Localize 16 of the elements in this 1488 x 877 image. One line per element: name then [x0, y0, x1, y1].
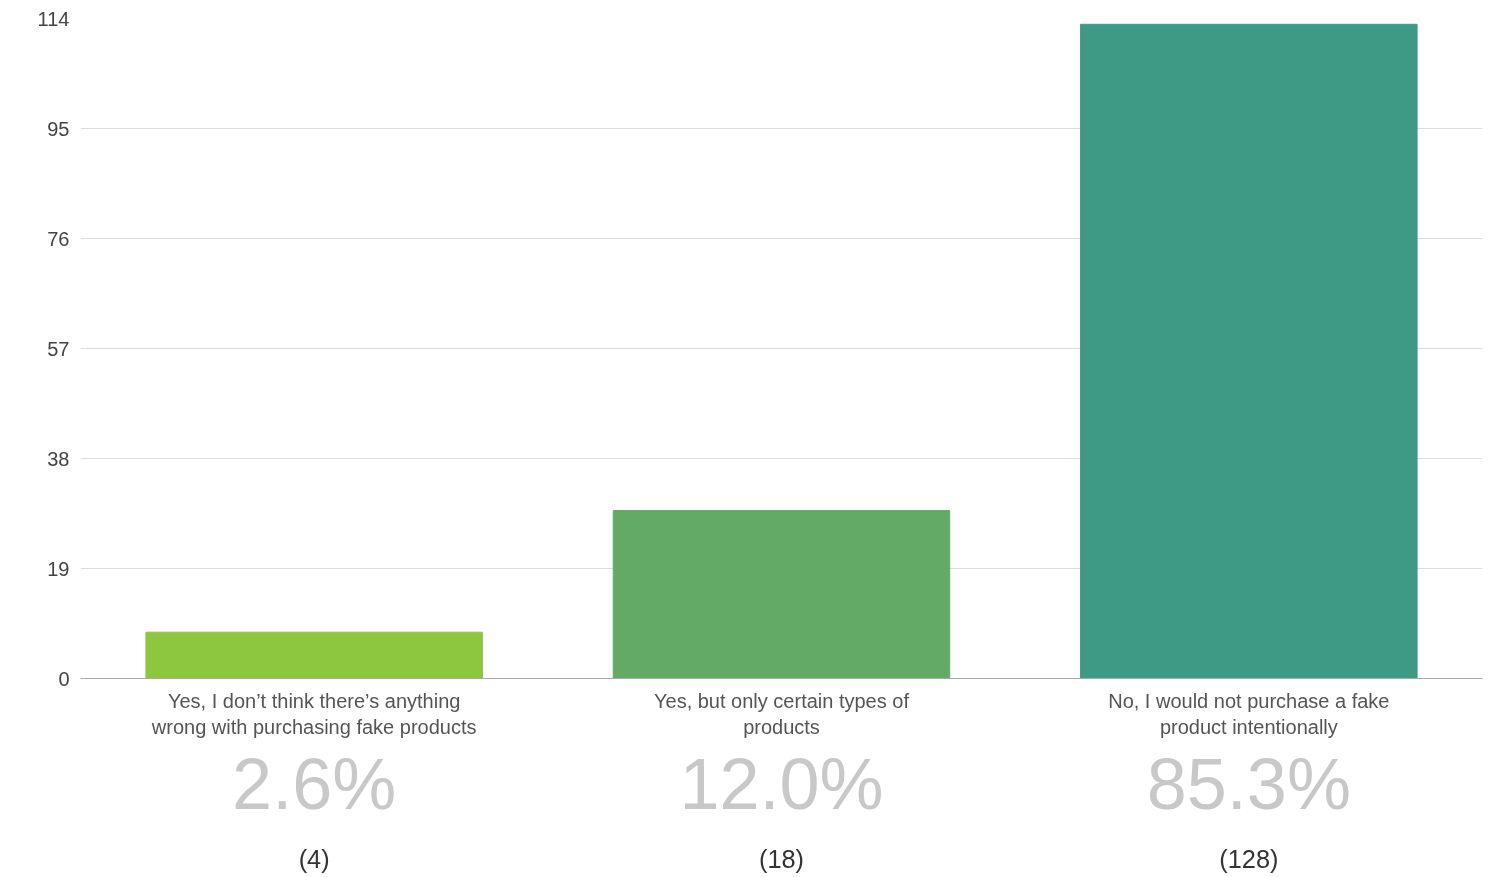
- y-tick-label: 57: [47, 337, 70, 360]
- y-tick-label: 0: [58, 667, 70, 690]
- text: (128): [1219, 844, 1279, 873]
- text: (18): [758, 844, 805, 873]
- y-tick-label: 76: [47, 227, 70, 250]
- x-tick-label: No, I would not purchase a fake product intentionally: [1108, 689, 1390, 738]
- x-tick-label: Yes, but only certain types of products: [654, 689, 910, 738]
- text: (4): [298, 844, 330, 873]
- y-tick-label: 114: [37, 7, 70, 30]
- bar: [612, 510, 951, 679]
- y-tick-label: 19: [47, 557, 70, 580]
- bar: [1080, 23, 1418, 679]
- bar: [145, 631, 483, 679]
- y-tick-label: 38: [47, 447, 70, 470]
- y-tick-label: 95: [47, 117, 70, 140]
- x-tick-label: Yes, I don’t think there’s anything wrong with purchasing fake products: [150, 689, 477, 738]
